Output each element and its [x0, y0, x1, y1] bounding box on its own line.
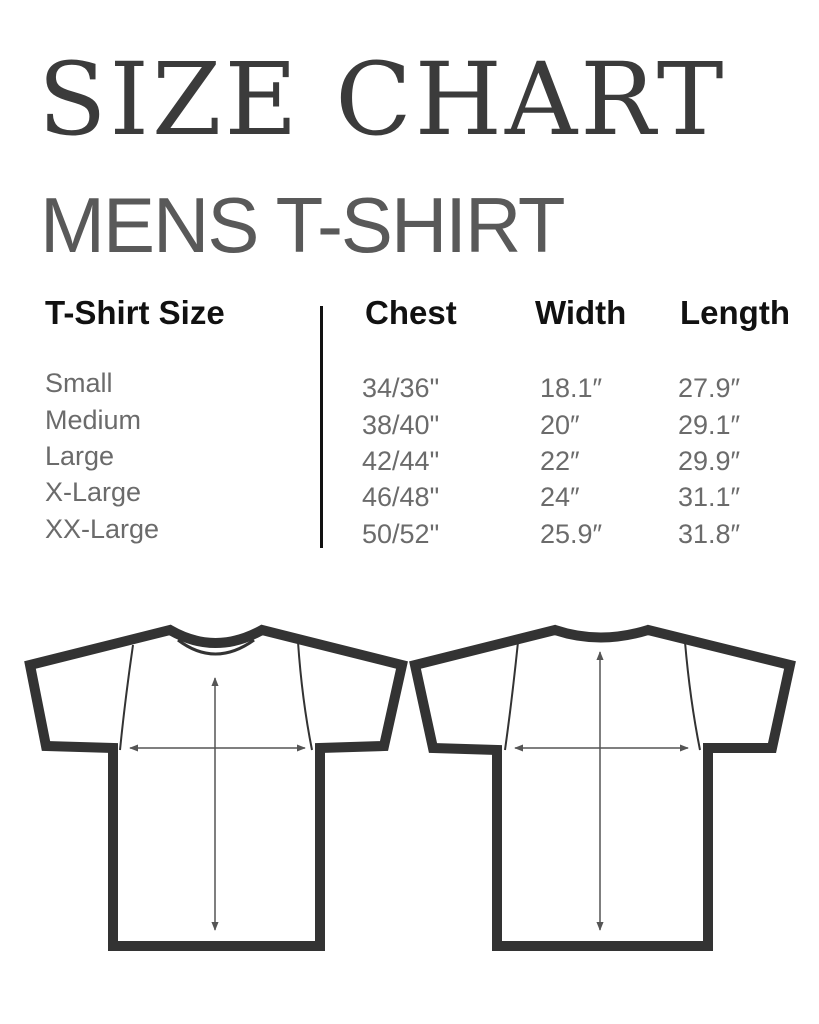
header-width: Width	[535, 294, 627, 331]
header-length: Length	[680, 294, 790, 331]
header-size: T-Shirt Size	[45, 294, 225, 331]
cell-chest: 42/44"	[362, 446, 440, 476]
cell-chest: 38/40"	[362, 410, 440, 440]
cell-width: 24″	[540, 482, 580, 512]
cell-width: 20″	[540, 410, 580, 440]
cell-chest: 46/48"	[362, 482, 440, 512]
cell-length: 29.1″	[678, 410, 741, 440]
cell-size: Small	[45, 368, 113, 398]
cell-length: 31.8″	[678, 519, 741, 549]
cell-length: 27.9″	[678, 373, 741, 403]
cell-width: 18.1″	[540, 373, 603, 403]
cell-width: 22″	[540, 446, 580, 476]
column-divider	[320, 306, 323, 548]
cell-width: 25.9″	[540, 519, 603, 549]
cell-size: Large	[45, 441, 115, 471]
header-chest: Chest	[365, 294, 457, 331]
page-subtitle: MENS T-SHIRT	[40, 181, 566, 269]
cell-size: XX-Large	[45, 514, 160, 544]
cell-chest: 34/36"	[362, 373, 440, 403]
cell-length: 29.9″	[678, 446, 741, 476]
cell-size: Medium	[45, 405, 142, 435]
tshirt-back-icon	[409, 624, 796, 951]
cell-length: 31.1″	[678, 482, 741, 512]
tshirt-front-icon	[24, 624, 408, 951]
cell-size: X-Large	[45, 477, 142, 507]
cell-chest: 50/52"	[362, 519, 440, 549]
page-title: SIZE CHART	[38, 41, 727, 158]
